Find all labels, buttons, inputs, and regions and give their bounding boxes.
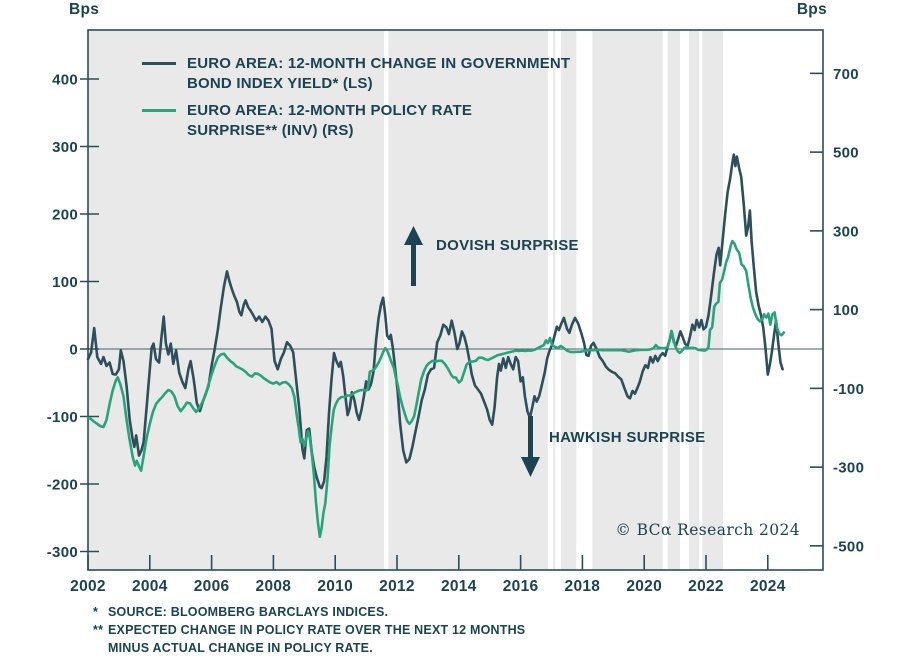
- footnotes: * SOURCE: BLOOMBERG BARCLAYS INDICES. **…: [93, 603, 525, 657]
- left-axis-tick-label: -200: [47, 477, 78, 494]
- background-white-stripe: [662, 30, 668, 570]
- down-arrow-icon: [521, 416, 540, 477]
- background-white-stripe: [384, 30, 389, 570]
- x-axis-tick-label: 2006: [194, 578, 230, 595]
- left-axis-tick-label: 300: [52, 139, 78, 156]
- bond-yield-line-swatch: [142, 62, 176, 65]
- x-axis-tick-label: 2002: [70, 578, 106, 595]
- x-axis-tick-label: 2022: [688, 578, 724, 595]
- legend-label-policy-surprise: EURO AREA: 12-MONTH POLICY RATE SURPRISE…: [187, 102, 473, 139]
- x-axis-tick-label: 2010: [317, 578, 353, 595]
- dovish-surprise-label: DOVISH SURPRISE: [436, 237, 579, 254]
- background-white-stripe: [699, 30, 703, 570]
- left-axis-tick-label: -300: [47, 544, 78, 561]
- plot-border: [87, 29, 824, 571]
- x-axis-tick-label: 2014: [441, 578, 477, 595]
- footnote-definition-line1: ** EXPECTED CHANGE IN POLICY RATE OVER T…: [93, 623, 526, 637]
- copyright-notice: © BCα Research 2024: [615, 521, 800, 539]
- footnote-definition-line2: MINUS ACTUAL CHANGE IN POLICY RATE.: [108, 641, 373, 655]
- background-white-stripe: [576, 30, 593, 570]
- footnote-source: * SOURCE: BLOOMBERG BARCLAYS INDICES.: [93, 605, 389, 619]
- bond-yield-line: [86, 153, 784, 490]
- right-axis-unit-label: Bps: [796, 1, 827, 18]
- x-axis-tick-label: 2008: [256, 578, 292, 595]
- right-axis-tick-label: 300: [833, 223, 859, 240]
- legend-label-bond-yield: EURO AREA: 12-MONTH CHANGE IN GOVERNMENT…: [187, 55, 571, 92]
- left-axis-tick-label: 100: [52, 274, 78, 291]
- right-axis-tick-label: -300: [833, 460, 864, 477]
- right-axis-tick-label: -100: [833, 381, 864, 398]
- left-axis-tick-label: 0: [69, 342, 78, 359]
- right-axis-tick-label: 700: [833, 66, 859, 83]
- x-axis-tick-label: 2012: [379, 578, 415, 595]
- background-white-stripe: [547, 30, 554, 570]
- right-axis-tick-label: -500: [833, 538, 864, 555]
- policy-rate-surprise-line: [86, 239, 786, 539]
- plot-shaded-background: [88, 30, 723, 570]
- x-axis-tick-label: 2024: [750, 578, 786, 595]
- left-axis-tick-label: 200: [52, 207, 78, 224]
- dovish-surprise-annotation: DOVISH SURPRISE: [404, 226, 579, 286]
- hawkish-surprise-label: HAWKISH SURPRISE: [549, 429, 706, 446]
- left-axis-unit-label: Bps: [69, 1, 100, 18]
- x-axis-tick-label: 2016: [503, 578, 539, 595]
- left-axis-tick-label: 400: [52, 72, 78, 89]
- x-axis-tick-label: 2020: [626, 578, 662, 595]
- legend: EURO AREA: 12-MONTH CHANGE IN GOVERNMENT…: [142, 54, 570, 148]
- legend-item-policy-surprise: EURO AREA: 12-MONTH POLICY RATE SURPRISE…: [142, 101, 570, 141]
- left-axis-tick-label: -100: [47, 409, 78, 426]
- hawkish-surprise-annotation: HAWKISH SURPRISE: [521, 416, 705, 477]
- legend-item-bond-yield: EURO AREA: 12-MONTH CHANGE IN GOVERNMENT…: [142, 54, 570, 94]
- up-arrow-icon: [404, 226, 423, 286]
- background-white-stripe: [555, 30, 561, 570]
- right-axis-tick-label: 500: [833, 145, 859, 162]
- right-axis-tick-label: 100: [833, 302, 859, 319]
- policy-surprise-line-swatch: [142, 109, 176, 112]
- x-axis-tick-label: 2004: [132, 578, 168, 595]
- x-axis-tick-label: 2018: [565, 578, 601, 595]
- background-white-stripe: [680, 30, 690, 570]
